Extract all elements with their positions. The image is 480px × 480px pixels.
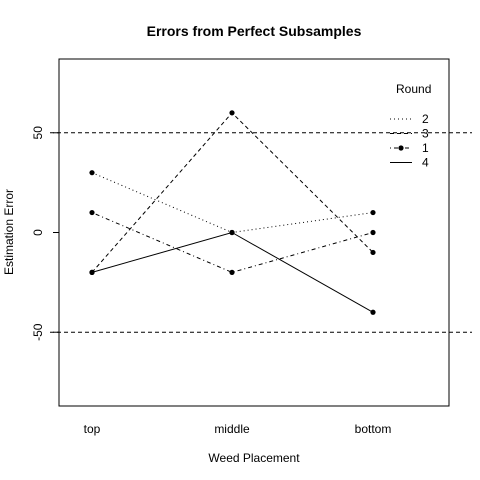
- legend-label-4: 4: [422, 156, 429, 170]
- y-axis: -50 0 50: [31, 126, 59, 341]
- data-point: [370, 229, 376, 236]
- data-point: [370, 209, 376, 216]
- series-line-3: [91, 112, 374, 273]
- data-point: [89, 209, 95, 216]
- legend-label-3: 3: [422, 127, 429, 141]
- series-line-2: [91, 172, 374, 234]
- series-line-1: [91, 212, 374, 273]
- data-point: [89, 269, 95, 275]
- y-tick-label: -50: [31, 323, 45, 341]
- x-tick-label: middle: [214, 422, 250, 436]
- x-tick-label: bottom: [355, 422, 392, 436]
- plot-frame: [58, 58, 450, 407]
- y-axis-label: Estimation Error: [2, 189, 16, 275]
- x-axis-label: Weed Placement: [208, 451, 300, 465]
- data-point: [229, 229, 235, 236]
- x-axis: top middle bottom: [84, 422, 392, 436]
- x-tick-label: top: [84, 422, 101, 436]
- reference-lines: [50, 132, 472, 333]
- legend-label-1: 1: [422, 141, 429, 155]
- data-point: [370, 309, 376, 315]
- legend-title: Round: [396, 82, 431, 96]
- legend-label-2: 2: [422, 112, 429, 126]
- legend-marker: [398, 145, 404, 151]
- series-layer: [89, 110, 376, 315]
- data-point: [370, 249, 376, 256]
- data-point: [229, 110, 235, 116]
- y-tick-label: 50: [31, 126, 45, 140]
- chart-title: Errors from Perfect Subsamples: [147, 23, 362, 39]
- y-tick-label: 0: [31, 229, 45, 236]
- data-point: [229, 269, 235, 275]
- data-point: [89, 170, 95, 176]
